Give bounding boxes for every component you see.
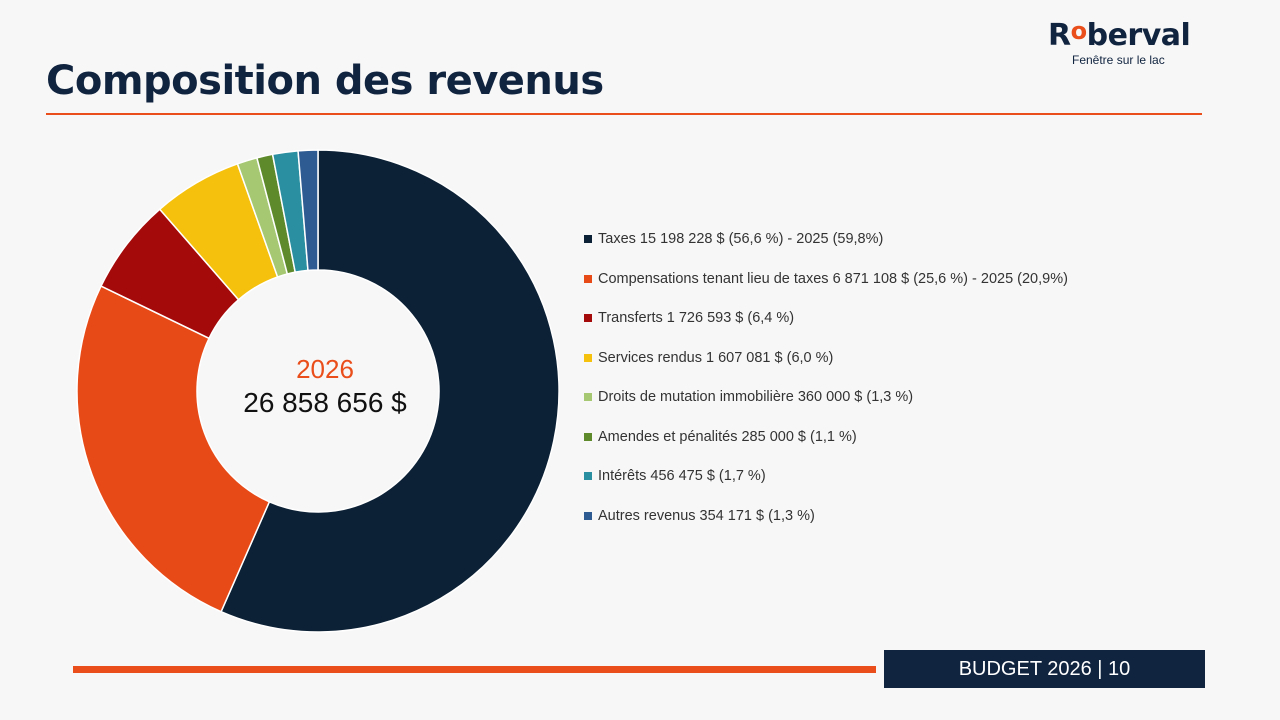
legend-swatch [584, 432, 592, 441]
center-year-label: 2026 [296, 354, 354, 384]
donut-slices [76, 149, 560, 633]
legend-label: Services rendus 1 607 081 $ (6,0 %) [598, 349, 834, 366]
legend-label: Transferts 1 726 593 $ (6,4 %) [598, 310, 795, 326]
donut-chart: 2026 26 858 656 $ [76, 149, 560, 633]
title-underline [46, 113, 1202, 115]
page-title: Composition des revenus [46, 58, 604, 104]
legend-swatch [584, 472, 592, 480]
donut-slice-2 [76, 285, 271, 613]
legend-item: Taxes 15 198 228 $ (56,6 %) - 2025 (59,8… [584, 226, 1068, 266]
legend-item: Autres revenus 354 171 $ (1,3 %) [584, 503, 1068, 543]
logo-wordmark: Roberval [1048, 17, 1191, 53]
legend-swatch [584, 235, 592, 243]
legend-swatch [584, 274, 592, 283]
footer-page-label: BUDGET 2026 | 10 [884, 650, 1205, 688]
legend-label: Taxes 15 198 228 $ (56,6 %) - 2025 (59,8… [598, 231, 884, 247]
legend-item: Intérêts 456 475 $ (1,7 %) [584, 463, 1068, 503]
legend-swatch [584, 511, 592, 520]
legend-label: Autres revenus 354 171 $ (1,3 %) [598, 507, 815, 524]
legend-label: Intérêts 456 475 $ (1,7 %) [598, 468, 766, 484]
logo-tagline: Fenêtre sur le lac [1072, 53, 1165, 67]
roberval-logo: Roberval Fenêtre sur le lac [1048, 14, 1218, 67]
legend-label: Droits de mutation immobilière 360 000 $… [598, 389, 914, 405]
legend-item: Services rendus 1 607 081 $ (6,0 %) [584, 345, 1068, 385]
legend-label: Amendes et pénalités 285 000 $ (1,1 %) [598, 428, 857, 445]
legend-swatch [584, 393, 592, 401]
donut-slice-8 [297, 149, 319, 272]
legend-item: Droits de mutation immobilière 360 000 $… [584, 384, 1068, 424]
footer-accent-bar [73, 666, 876, 673]
center-total-label: 26 858 656 $ [243, 387, 407, 418]
chart-legend: Taxes 15 198 228 $ (56,6 %) - 2025 (59,8… [584, 226, 1068, 542]
legend-item: Compensations tenant lieu de taxes 6 871… [584, 266, 1068, 306]
legend-item: Amendes et pénalités 285 000 $ (1,1 %) [584, 424, 1068, 464]
legend-item: Transferts 1 726 593 $ (6,4 %) [584, 305, 1068, 345]
legend-swatch [584, 353, 592, 362]
donut-slice-1 [220, 149, 560, 633]
legend-label: Compensations tenant lieu de taxes 6 871… [598, 270, 1068, 287]
legend-swatch [584, 314, 592, 322]
